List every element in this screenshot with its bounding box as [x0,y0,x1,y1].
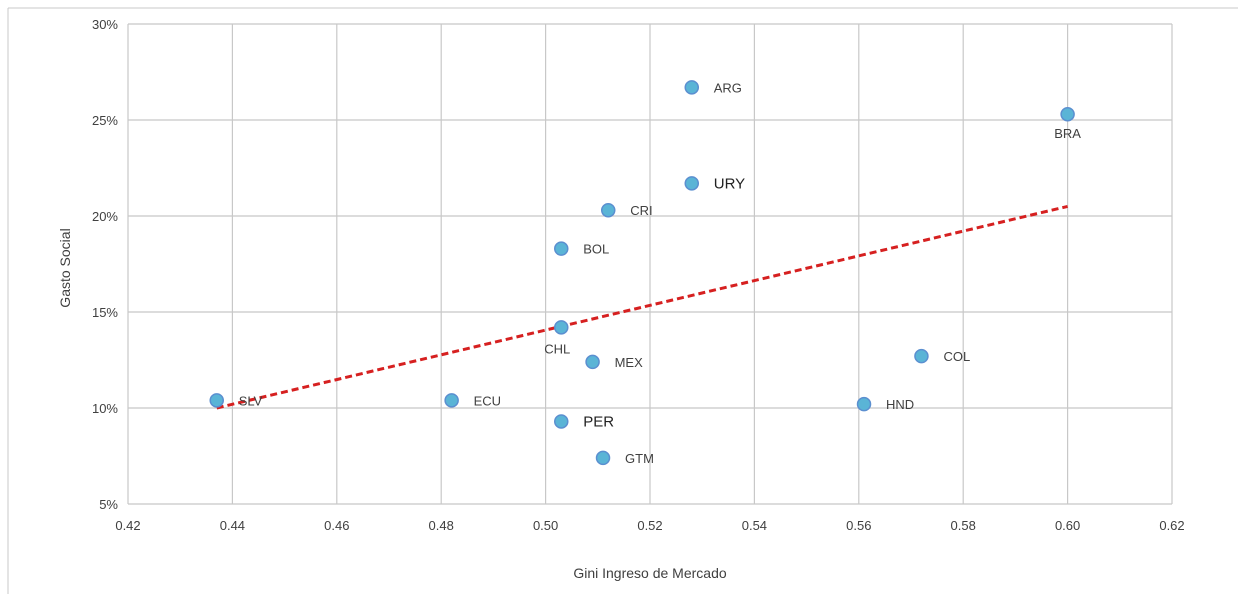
x-axis-title: Gini Ingreso de Mercado [573,565,727,581]
data-point [684,80,700,95]
data-point [554,241,569,256]
y-tick-label: 15% [92,305,118,320]
data-label: MEX [615,355,644,370]
data-label: CRI [630,203,652,218]
x-tick-label: 0.44 [220,518,245,533]
y-axis-title: Gasto Social [57,228,73,307]
data-label: URY [714,175,745,192]
x-tick-label: 0.50 [533,518,558,533]
x-tick-label: 0.54 [742,518,767,533]
data-point [554,414,569,429]
data-point [856,396,872,412]
data-label: SLV [239,393,263,408]
data-point [1060,106,1075,122]
data-point [209,393,224,408]
data-point [585,354,600,370]
data-label: PER [583,413,614,430]
x-tick-label: 0.58 [951,518,976,533]
points-layer [209,80,1075,466]
grid [127,23,1173,505]
data-point [600,202,616,218]
data-label: BOL [583,242,609,257]
tick-labels-layer: 0.42 0.44 0.46 0.48 0.50 0.52 0.54 0.56 0.58 0.60… [92,17,1185,533]
trendline-layer [216,204,1068,410]
x-tick-label: 0.62 [1159,518,1184,533]
data-label: ECU [474,393,501,408]
y-tick-label: 25% [92,113,118,128]
point-labels-layer: ARG BRA URY CRI BOL CHL MEX COL SLV ECU HND PER GTM [239,80,1082,466]
data-label: ARG [714,80,742,95]
data-label: CHL [544,341,570,356]
y-tick-label: 5% [99,497,118,512]
chart-frame [7,7,1238,594]
data-point [914,348,929,364]
y-tick-label: 30% [92,17,118,32]
trendline [216,204,1068,410]
data-label: COL [943,349,970,364]
data-label: HND [886,397,914,412]
x-tick-label: 0.48 [429,518,454,533]
x-tick-label: 0.42 [115,518,140,533]
y-tick-label: 20% [92,209,118,224]
y-tick-label: 10% [92,401,118,416]
data-point [595,450,611,466]
data-point [444,393,459,408]
data-point [554,320,569,335]
data-label: GTM [625,451,654,466]
data-label: BRA [1054,126,1081,141]
x-tick-label: 0.60 [1055,518,1080,533]
x-tick-label: 0.56 [846,518,871,533]
x-tick-label: 0.46 [324,518,349,533]
x-tick-label: 0.52 [637,518,662,533]
data-point [684,176,700,191]
